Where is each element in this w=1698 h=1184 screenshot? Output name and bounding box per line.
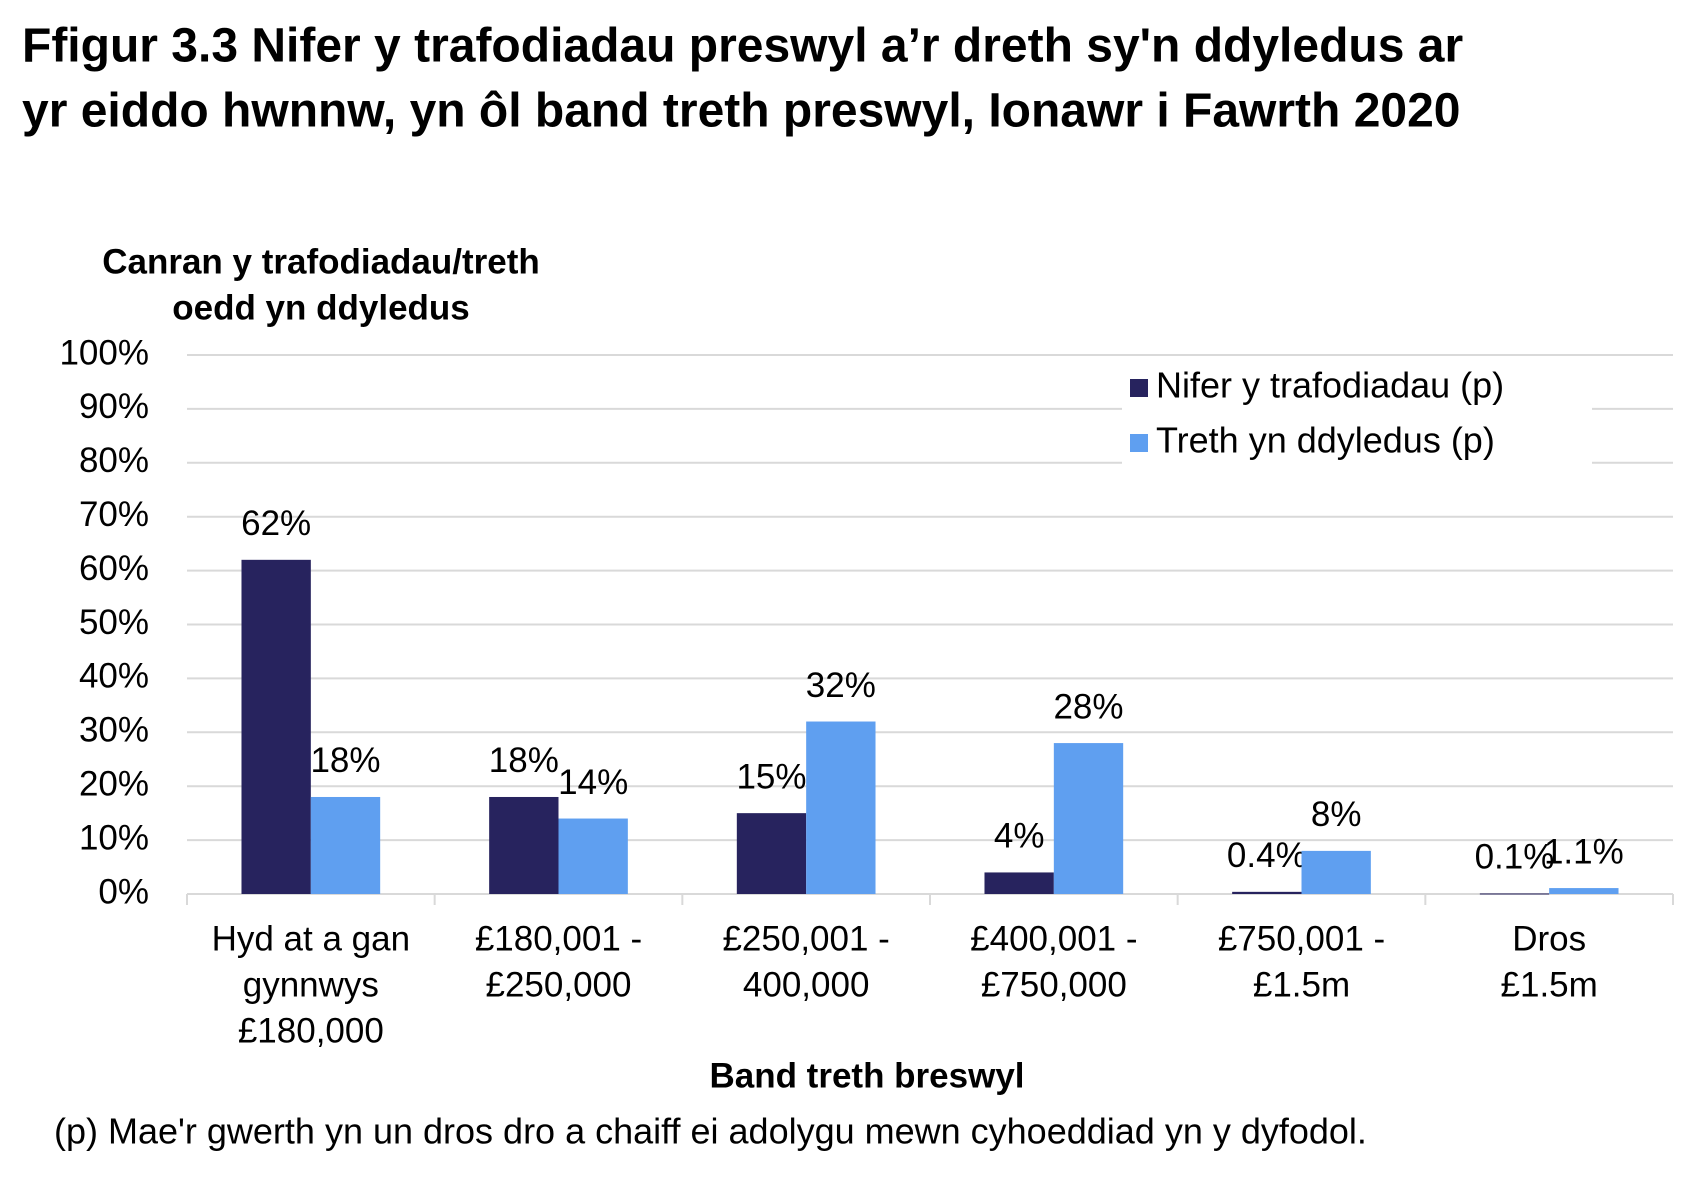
x-tick-label: 400,000 — [743, 965, 870, 1004]
data-label: 1.1% — [1544, 832, 1624, 871]
bar — [984, 872, 1054, 894]
data-label: 15% — [736, 757, 806, 796]
x-tick-label: £180,000 — [238, 1011, 384, 1050]
legend-label: Nifer y trafodiadau (p) — [1156, 365, 1504, 406]
y-axis-title: Canran y trafodiadau/treth — [102, 242, 540, 281]
data-label: 28% — [1053, 687, 1123, 726]
x-tick-label: £1.5m — [1501, 965, 1598, 1004]
data-label: 4% — [994, 817, 1045, 856]
x-tick-label: £750,000 — [981, 965, 1127, 1004]
data-label: 8% — [1311, 795, 1362, 834]
x-axis-title: Band treth breswyl — [709, 1056, 1024, 1095]
legend-swatch — [1130, 379, 1148, 397]
chart-title: Ffigur 3.3 Nifer y trafodiadau preswyl a… — [22, 20, 1463, 73]
y-tick-label: 60% — [79, 549, 149, 588]
data-label: 18% — [310, 741, 380, 780]
y-tick-label: 20% — [79, 764, 149, 803]
legend-label: Treth yn ddyledus (p) — [1156, 420, 1495, 461]
bar — [310, 796, 381, 894]
x-tick-label: £750,001 - — [1218, 919, 1385, 958]
bar — [1479, 893, 1550, 895]
bar — [558, 818, 628, 894]
data-label: 0.4% — [1227, 836, 1307, 875]
data-label: 18% — [489, 741, 559, 780]
bar — [736, 813, 807, 894]
legend-swatch — [1130, 434, 1148, 452]
y-tick-label: 0% — [98, 872, 149, 911]
y-tick-label: 50% — [79, 603, 149, 642]
bar — [1301, 850, 1371, 894]
data-label: 14% — [558, 763, 628, 802]
bar — [489, 796, 559, 894]
legend-background — [1122, 358, 1592, 478]
bar — [241, 559, 311, 894]
y-axis-title: oedd yn ddyledus — [172, 288, 470, 327]
y-tick-label: 40% — [79, 657, 149, 696]
x-tick-label: Dros — [1512, 919, 1586, 958]
bar — [1053, 743, 1124, 894]
x-tick-label: £250,001 - — [722, 919, 889, 958]
bar — [806, 721, 876, 894]
x-tick-label: £400,001 - — [970, 919, 1137, 958]
y-tick-label: 70% — [79, 495, 149, 534]
data-label: 0.1% — [1475, 838, 1555, 877]
bar — [1549, 888, 1619, 894]
data-label: 32% — [806, 666, 876, 705]
x-tick-label: £180,001 - — [475, 919, 642, 958]
chart-title: yr eiddo hwnnw, yn ôl band treth preswyl… — [22, 85, 1460, 138]
y-tick-label: 10% — [79, 818, 149, 857]
footnote: (p) Mae'r gwerth yn un dros dro a chaiff… — [54, 1111, 1367, 1152]
x-tick-label: £1.5m — [1253, 965, 1350, 1004]
bar — [1232, 891, 1302, 894]
data-label: 62% — [241, 504, 311, 543]
x-tick-label: Hyd at a gan — [212, 919, 410, 958]
y-tick-label: 30% — [79, 711, 149, 750]
x-tick-label: £250,000 — [486, 965, 632, 1004]
x-tick-label: gynnwys — [243, 965, 379, 1004]
y-tick-label: 90% — [79, 387, 149, 426]
y-tick-label: 100% — [59, 333, 149, 372]
y-tick-label: 80% — [79, 441, 149, 480]
